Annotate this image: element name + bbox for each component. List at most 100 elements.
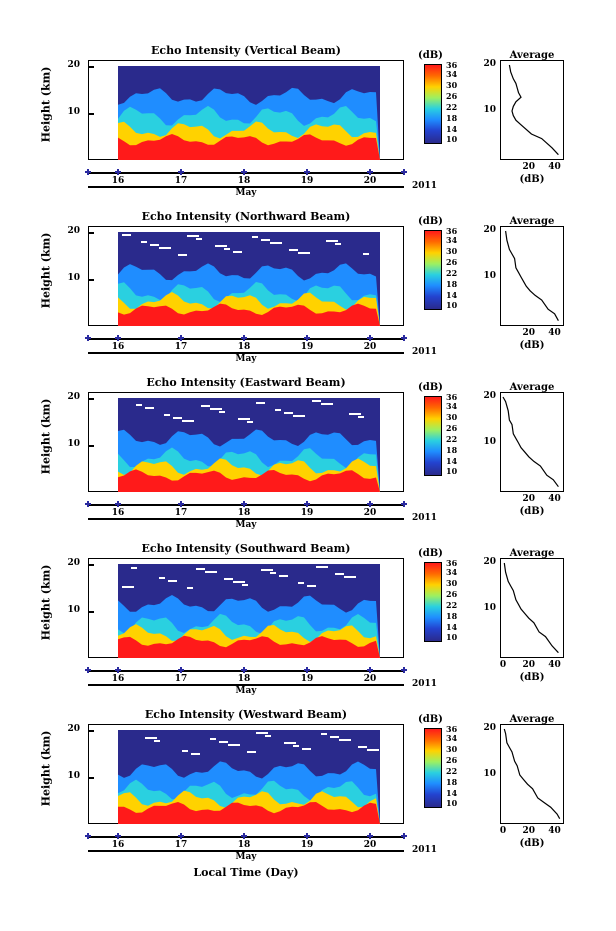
month-axis-line <box>88 186 404 188</box>
time-tick-label: 16 <box>111 176 125 186</box>
data-gap <box>228 744 240 746</box>
data-gap <box>210 408 222 410</box>
colorbar-title: (dB) <box>418 714 443 725</box>
data-gap <box>238 418 250 420</box>
average-x-tick-label: 0 <box>499 826 507 836</box>
data-gap <box>150 244 159 246</box>
y-tick-mark <box>88 730 94 732</box>
heatmap-image <box>118 564 380 658</box>
month-label: May <box>235 354 257 364</box>
y-tick-label: 20 <box>67 392 80 402</box>
time-tick-marker <box>115 666 121 674</box>
data-gap <box>330 736 339 738</box>
data-gap <box>159 577 165 579</box>
y-tick-mark <box>88 279 94 281</box>
data-gap <box>363 253 369 255</box>
time-tick-label: 19 <box>300 840 314 850</box>
time-tick-label: 17 <box>174 342 188 352</box>
time-tick-label: 18 <box>237 508 251 518</box>
colorbar-tick-label: 36 <box>446 724 458 734</box>
average-y-tick-label: 20 <box>483 225 496 235</box>
colorbar-tick-label: 26 <box>446 91 458 101</box>
colorbar-tick-label: 30 <box>446 578 458 588</box>
average-y-tick-label: 20 <box>483 391 496 401</box>
colorbar-tick-label: 14 <box>446 788 458 798</box>
data-gap <box>284 412 293 414</box>
data-gap <box>265 735 271 737</box>
colorbar-tick-label: 18 <box>446 279 458 289</box>
average-profile-line <box>508 64 559 156</box>
y-tick-label: 20 <box>67 226 80 236</box>
colorbar-tick-label: 22 <box>446 434 458 444</box>
colorbar-tick-label: 18 <box>446 611 458 621</box>
average-profile-plot <box>503 728 561 819</box>
colorbar-tick-label: 10 <box>446 466 458 476</box>
average-profile-line <box>505 230 559 321</box>
data-gap <box>335 243 341 245</box>
average-profile-title: Average <box>509 50 555 61</box>
data-gap <box>173 417 182 419</box>
y-tick-mark <box>88 113 94 115</box>
colorbar-tick-label: 34 <box>446 69 458 79</box>
data-gap <box>215 245 227 247</box>
time-tick-marker <box>367 500 373 508</box>
average-profile-line <box>503 562 559 654</box>
data-gap <box>196 238 202 240</box>
average-x-tick-label: 20 <box>522 162 536 172</box>
average-x-axis-title: (dB) <box>519 672 545 683</box>
time-axis-end-marker <box>401 666 407 674</box>
data-gap <box>224 248 230 250</box>
time-tick-marker <box>115 500 121 508</box>
time-tick-label: 20 <box>363 840 377 850</box>
data-gap <box>131 567 137 569</box>
colorbar-tick-label: 30 <box>446 246 458 256</box>
time-tick-label: 20 <box>363 508 377 518</box>
data-gap <box>247 421 253 423</box>
chart-panel: Echo Intensity (Southward Beam) Height (k… <box>0 542 616 708</box>
time-axis-start-marker <box>85 832 91 840</box>
time-tick-marker <box>304 334 310 342</box>
average-profile-title: Average <box>509 216 555 227</box>
average-x-tick-label: 20 <box>522 494 536 504</box>
time-axis-end-marker <box>401 334 407 342</box>
data-gap <box>145 407 154 409</box>
time-tick-label: 19 <box>300 674 314 684</box>
data-gap <box>316 566 328 568</box>
time-tick-label: 20 <box>363 342 377 352</box>
data-gap <box>302 748 311 750</box>
time-tick-marker <box>178 334 184 342</box>
data-gap <box>242 584 248 586</box>
colorbar-tick-label: 30 <box>446 80 458 90</box>
colorbar-tick-label: 14 <box>446 456 458 466</box>
data-gap <box>367 749 379 751</box>
year-label: 2011 <box>412 845 438 855</box>
colorbar <box>424 64 442 144</box>
average-x-tick-label: 20 <box>522 660 536 670</box>
data-gap <box>141 241 147 243</box>
average-y-tick-label: 20 <box>483 557 496 567</box>
colorbar-tick-label: 30 <box>446 412 458 422</box>
colorbar-tick-label: 18 <box>446 113 458 123</box>
data-gap <box>298 582 304 584</box>
time-tick-label: 18 <box>237 342 251 352</box>
month-label: May <box>235 188 257 198</box>
average-x-tick-label: 20 <box>522 826 536 836</box>
time-tick-label: 18 <box>237 176 251 186</box>
data-gap <box>321 403 333 405</box>
y-tick-label: 10 <box>67 439 80 449</box>
y-tick-label: 20 <box>67 724 80 734</box>
average-x-axis-title: (dB) <box>519 838 545 849</box>
y-tick-mark <box>88 66 94 68</box>
heatmap-image <box>118 398 380 492</box>
time-tick-marker <box>241 500 247 508</box>
time-tick-marker <box>178 666 184 674</box>
data-gap <box>136 404 142 406</box>
data-gap <box>247 751 256 753</box>
month-label: May <box>235 852 257 862</box>
month-axis-line <box>88 850 404 852</box>
data-gap <box>339 739 351 741</box>
average-profile-title: Average <box>509 382 555 393</box>
colorbar-tick-label: 26 <box>446 755 458 765</box>
data-gap <box>279 575 288 577</box>
data-gap <box>358 746 367 748</box>
